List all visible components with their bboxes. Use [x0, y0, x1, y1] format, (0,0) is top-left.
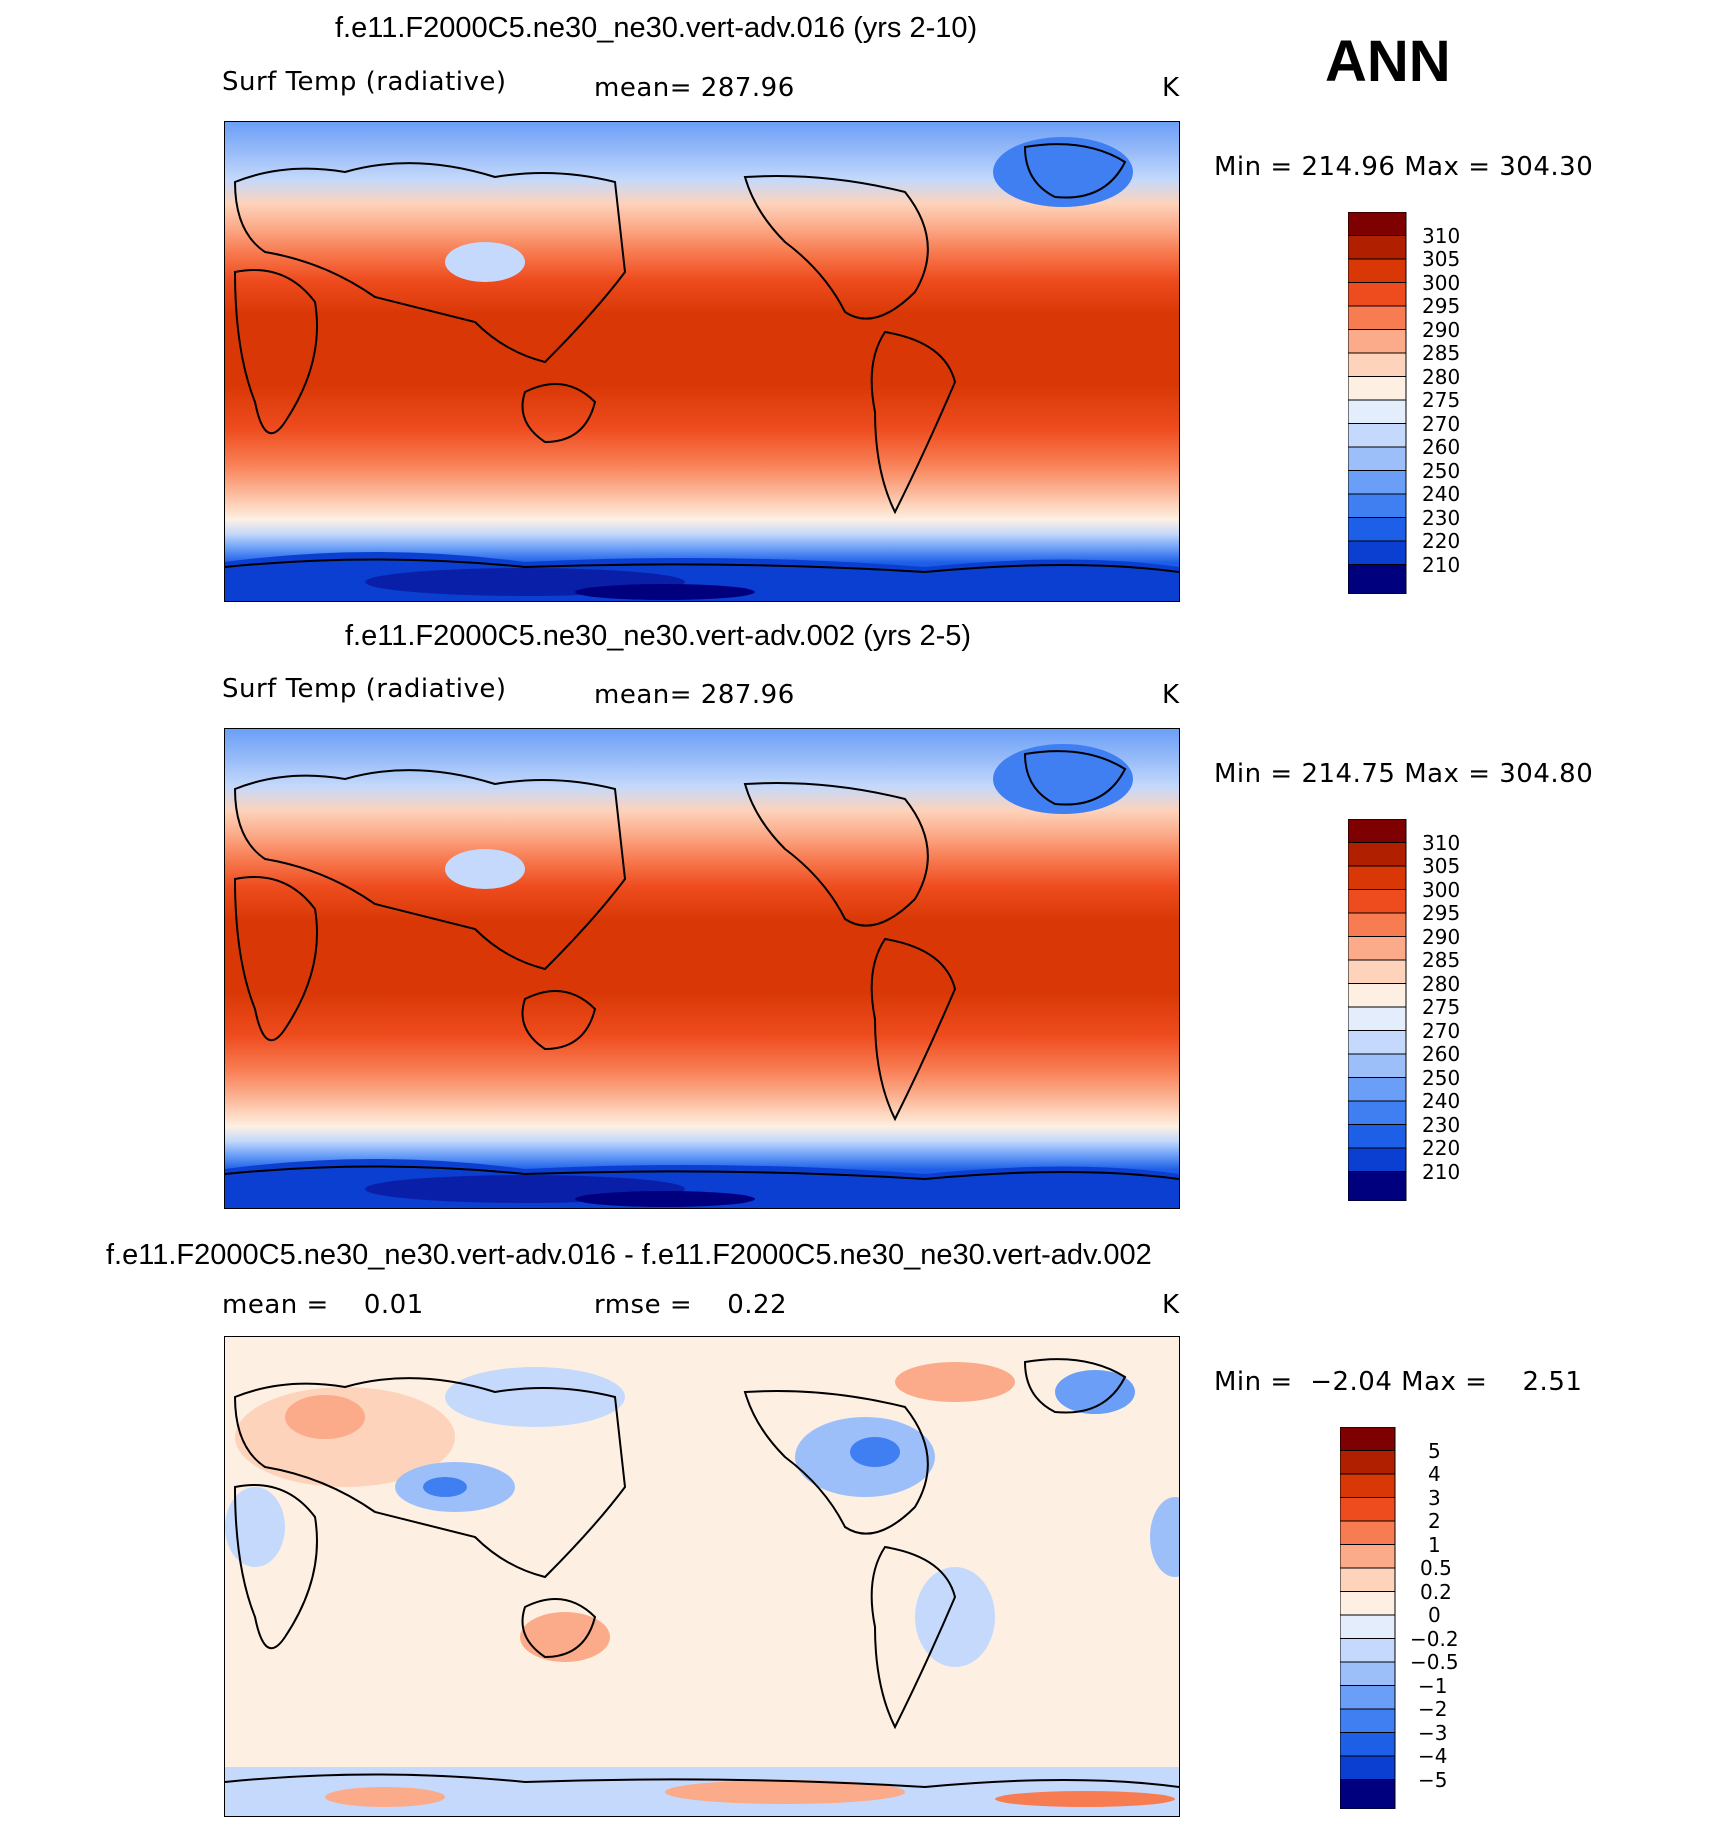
panel3-colorbar-label: −3 — [1418, 1721, 1447, 1745]
panel1-colorbar-label: 305 — [1422, 247, 1460, 271]
panel2-colorbar-label: 210 — [1422, 1160, 1460, 1184]
panel3-case-title: f.e11.F2000C5.ne30_ne30.vert-adv.016 - f… — [106, 1239, 1152, 1271]
panel1-colorbar: 310 305 300 295 290 285 280 275 270 260 … — [1347, 211, 1478, 595]
panel1-colorbar-label: 240 — [1422, 482, 1460, 506]
panel2-map — [224, 728, 1180, 1209]
panel3-colorbar-label: −5 — [1418, 1768, 1447, 1792]
panel3-minmax-label: Min = −2.04 Max = 2.51 — [1214, 1367, 1583, 1397]
panel3-colorbar: 5 4 3 2 1 0.5 0.2 0 −0.2 −0.5 −1 −2 −3 −… — [1339, 1426, 1480, 1810]
panel3-colorbar-label: 1 — [1428, 1533, 1441, 1557]
panel1-variable-label: Surf Temp (radiative) — [222, 67, 507, 97]
panel1-colorbar-label: 310 — [1422, 224, 1460, 248]
panel2-units-label: K — [1162, 680, 1180, 710]
panel3-map — [224, 1336, 1180, 1817]
panel3-colorbar-label: 0.2 — [1420, 1580, 1452, 1604]
panel1-map — [224, 121, 1180, 602]
panel2-colorbar-label: 260 — [1422, 1042, 1460, 1066]
panel2-case-title: f.e11.F2000C5.ne30_ne30.vert-adv.002 (yr… — [345, 620, 972, 652]
panel2-mean-label: mean= 287.96 — [594, 680, 795, 710]
panel2-colorbar-label: 220 — [1422, 1136, 1460, 1160]
panel2-colorbar-label: 310 — [1422, 831, 1460, 855]
panel1-map-field — [225, 122, 1179, 601]
panel2-colorbar-label: 285 — [1422, 948, 1460, 972]
panel1-colorbar-label: 285 — [1422, 341, 1460, 365]
panel1-colorbar-label: 270 — [1422, 412, 1460, 436]
panel2-colorbar-label: 300 — [1422, 878, 1460, 902]
panel2-variable-label: Surf Temp (radiative) — [222, 674, 507, 704]
panel3-map-field — [225, 1337, 1179, 1816]
panel1-colorbar-label: 220 — [1422, 529, 1460, 553]
panel1-colorbar-label: 260 — [1422, 435, 1460, 459]
panel1-colorbar-label: 280 — [1422, 365, 1460, 389]
panel1-case-title: f.e11.F2000C5.ne30_ne30.vert-adv.016 (yr… — [335, 12, 978, 44]
panel3-colorbar-label: 3 — [1428, 1486, 1441, 1510]
panel1-mean-label: mean= 287.96 — [594, 73, 795, 103]
panel3-colorbar-label: 2 — [1428, 1509, 1441, 1533]
season-label: ANN — [1325, 29, 1451, 94]
panel2-colorbar-label: 280 — [1422, 972, 1460, 996]
panel3-colorbar-label: 0 — [1428, 1603, 1441, 1627]
panel2-map-field — [225, 729, 1179, 1208]
panel2-colorbar-label: 305 — [1422, 854, 1460, 878]
panel1-colorbar-label: 290 — [1422, 318, 1460, 342]
panel2-colorbar-label: 290 — [1422, 925, 1460, 949]
panel3-colorbar-label: 5 — [1428, 1439, 1441, 1463]
panel1-colorbar-label: 300 — [1422, 271, 1460, 295]
panel3-colorbar-label: 0.5 — [1420, 1556, 1452, 1580]
panel1-colorbar-label: 210 — [1422, 553, 1460, 577]
panel2-colorbar-label: 275 — [1422, 995, 1460, 1019]
panel3-colorbar-label: −1 — [1418, 1674, 1447, 1698]
panel1-colorbar-label: 275 — [1422, 388, 1460, 412]
panel2-minmax-label: Min = 214.75 Max = 304.80 — [1214, 759, 1594, 789]
panel3-colorbar-label: −4 — [1418, 1744, 1447, 1768]
panel3-colorbar-label: −0.2 — [1410, 1627, 1459, 1651]
panel2-colorbar: 310 305 300 295 290 285 280 275 270 260 … — [1347, 818, 1478, 1202]
panel3-colorbar-label: 4 — [1428, 1462, 1441, 1486]
panel3-units-label: K — [1162, 1290, 1180, 1320]
panel2-colorbar-label: 295 — [1422, 901, 1460, 925]
panel2-colorbar-label: 230 — [1422, 1113, 1460, 1137]
panel1-minmax-label: Min = 214.96 Max = 304.30 — [1214, 152, 1594, 182]
panel2-colorbar-label: 240 — [1422, 1089, 1460, 1113]
panel3-colorbar-label: −0.5 — [1410, 1650, 1459, 1674]
panel3-mean-label: mean = 0.01 — [222, 1290, 424, 1320]
panel3-colorbar-label: −2 — [1418, 1697, 1447, 1721]
panel1-colorbar-label: 295 — [1422, 294, 1460, 318]
panel2-colorbar-label: 270 — [1422, 1019, 1460, 1043]
panel3-rmse-label: rmse = 0.22 — [594, 1290, 788, 1320]
panel1-colorbar-label: 230 — [1422, 506, 1460, 530]
panel2-colorbar-label: 250 — [1422, 1066, 1460, 1090]
panel1-units-label: K — [1162, 73, 1180, 103]
panel1-colorbar-label: 250 — [1422, 459, 1460, 483]
